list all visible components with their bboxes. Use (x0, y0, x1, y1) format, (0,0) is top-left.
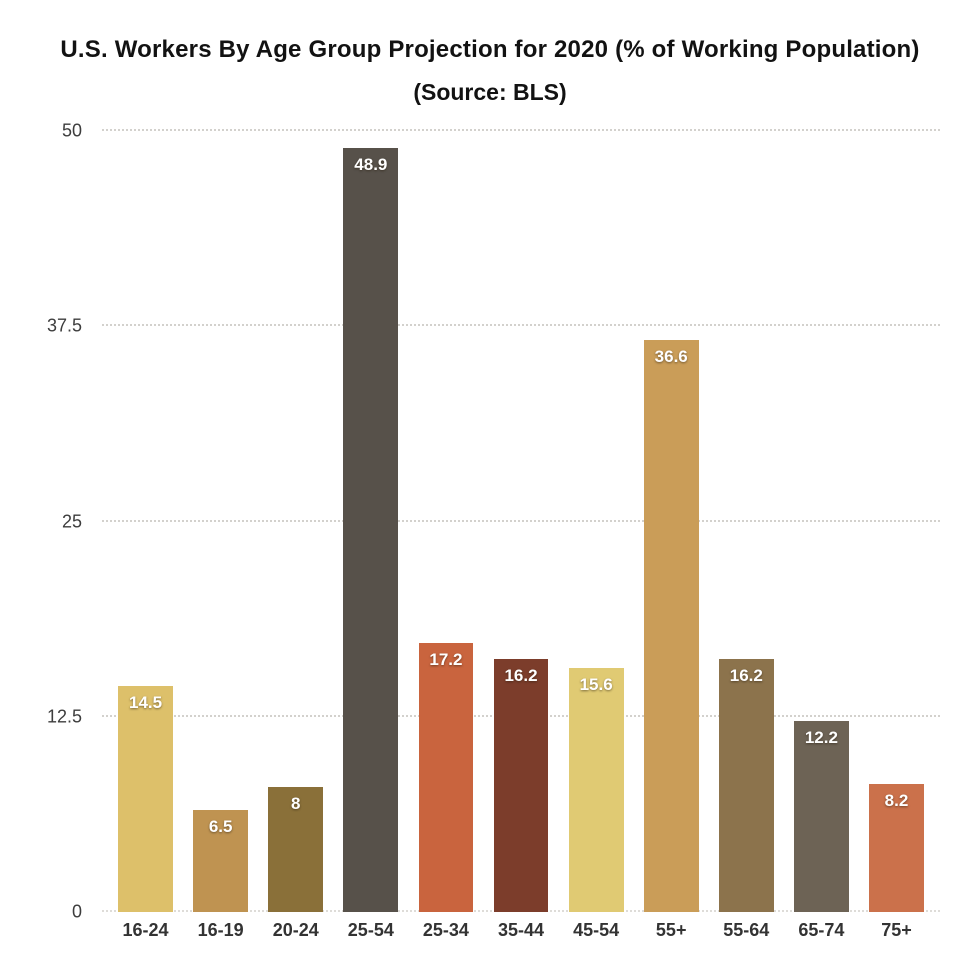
bar-55+: 36.6 (643, 340, 699, 912)
bars: 14.5 6.5 8 48.9 17.2 16.2 15.6 36.6 16.2 12.2 8.2 (102, 131, 940, 912)
bar-value-label: 17.2 (429, 650, 463, 670)
bar-cell: 48.9 (333, 131, 408, 912)
y-axis-tick-label: 37.5 (46, 315, 82, 336)
bar-value-label: 48.9 (354, 155, 388, 175)
bar-20-24: 8 (268, 787, 324, 912)
x-axis-label-20-24: 20-24 (272, 920, 319, 940)
bar-35-44: 16.2 (493, 658, 549, 912)
bar-45-54: 15.6 (568, 668, 624, 912)
plot-area: 0 12.5 25 37.5 50 14.5 6.5 8 48.9 17.2 16.2 15.6 36… (47, 121, 940, 922)
bar-cell: 8 (258, 131, 333, 912)
bar-cell: 16.2 (709, 131, 784, 912)
bar-cell: 6.5 (183, 131, 258, 912)
x-axis-label-35-44: 35-44 (497, 920, 545, 940)
x-axis-label-65-74: 65-74 (798, 920, 845, 940)
bar-value-label: 6.5 (208, 817, 233, 837)
chart-title: U.S. Workers By Age Group Projection for… (60, 36, 920, 63)
bar-cell: 17.2 (408, 131, 483, 912)
bar-16-24: 14.5 (118, 685, 173, 912)
x-axis-label-25-34: 25-34 (422, 920, 469, 940)
bar-25-34: 17.2 (418, 643, 474, 912)
x-axis-label-16-24: 16-24 (122, 920, 169, 940)
bar-value-label: 16.2 (504, 665, 538, 685)
bar-value-label: 36.6 (654, 347, 688, 367)
bar-value-label: 8 (291, 794, 301, 814)
x-axis-label-55-64: 55-64 (723, 920, 770, 940)
bar-value-label: 14.5 (129, 692, 163, 712)
bar-65-74: 12.2 (793, 721, 849, 912)
y-axis-tick-label: 0 (71, 901, 82, 922)
y-axis-tick-label: 12.5 (46, 706, 82, 727)
bar-cell: 36.6 (634, 131, 709, 912)
bar-75+: 8.2 (869, 783, 924, 912)
bar-value-label: 15.6 (579, 675, 613, 695)
gridline (102, 129, 940, 131)
x-axis-label-25-54: 25-54 (347, 920, 394, 940)
bar-cell: 8.2 (859, 131, 934, 912)
x-axis-label-16-19: 16-19 (197, 920, 244, 940)
gridline (102, 519, 940, 522)
bar-cell: 15.6 (559, 131, 634, 912)
y-axis-tick-label: 50 (61, 120, 82, 141)
bar-value-label: 8.2 (884, 790, 909, 810)
bar-16-19: 6.5 (193, 810, 249, 912)
bar-cell: 16.2 (483, 131, 558, 912)
bar-value-label: 16.2 (729, 665, 763, 685)
bar-cell: 14.5 (108, 131, 183, 912)
y-axis-tick-label: 25 (61, 511, 82, 531)
x-axis-label-75+: 75+ (881, 920, 912, 940)
x-axis-label-45-54: 45-54 (573, 920, 620, 940)
bar-55-64: 16.2 (718, 658, 774, 912)
bar-25-54: 48.9 (343, 148, 399, 912)
bar-value-label: 12.2 (804, 728, 838, 748)
x-axis-label-55+: 55+ (655, 920, 687, 940)
x-axis-labels: 16-24 16-19 20-24 25-54 25-34 35-44 45-54 55+ 55… (102, 920, 940, 941)
chart-subtitle: (Source: BLS) (413, 79, 567, 105)
bar-cell: 12.2 (784, 131, 859, 912)
gridline (102, 324, 940, 327)
